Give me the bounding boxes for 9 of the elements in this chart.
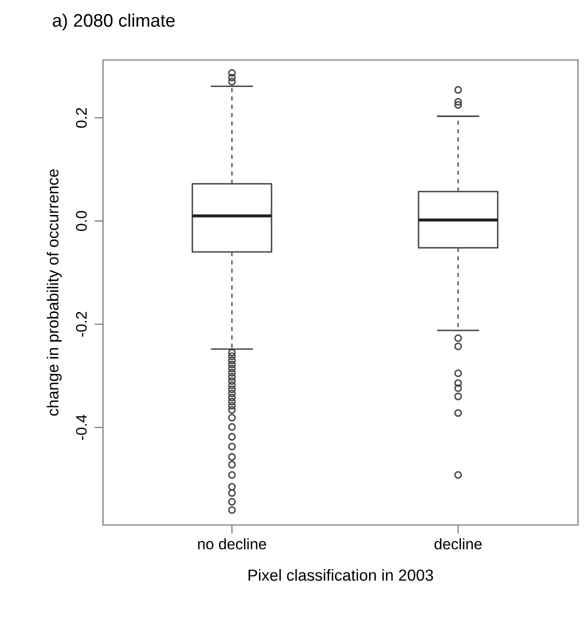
y-tick-label: 0.2 — [76, 108, 87, 128]
chart-title: a) 2080 climate — [52, 14, 175, 30]
y-tick-label: 0.0 — [76, 211, 87, 232]
x-tick-label: decline — [434, 538, 482, 550]
x-tick-label: no decline — [198, 538, 266, 550]
x-axis-title: Pixel classification in 2003 — [248, 569, 434, 581]
y-tick-label: -0.2 — [76, 312, 87, 337]
y-tick-label: -0.4 — [76, 414, 87, 440]
y-axis-title: change in probability of occurrence — [46, 169, 62, 416]
